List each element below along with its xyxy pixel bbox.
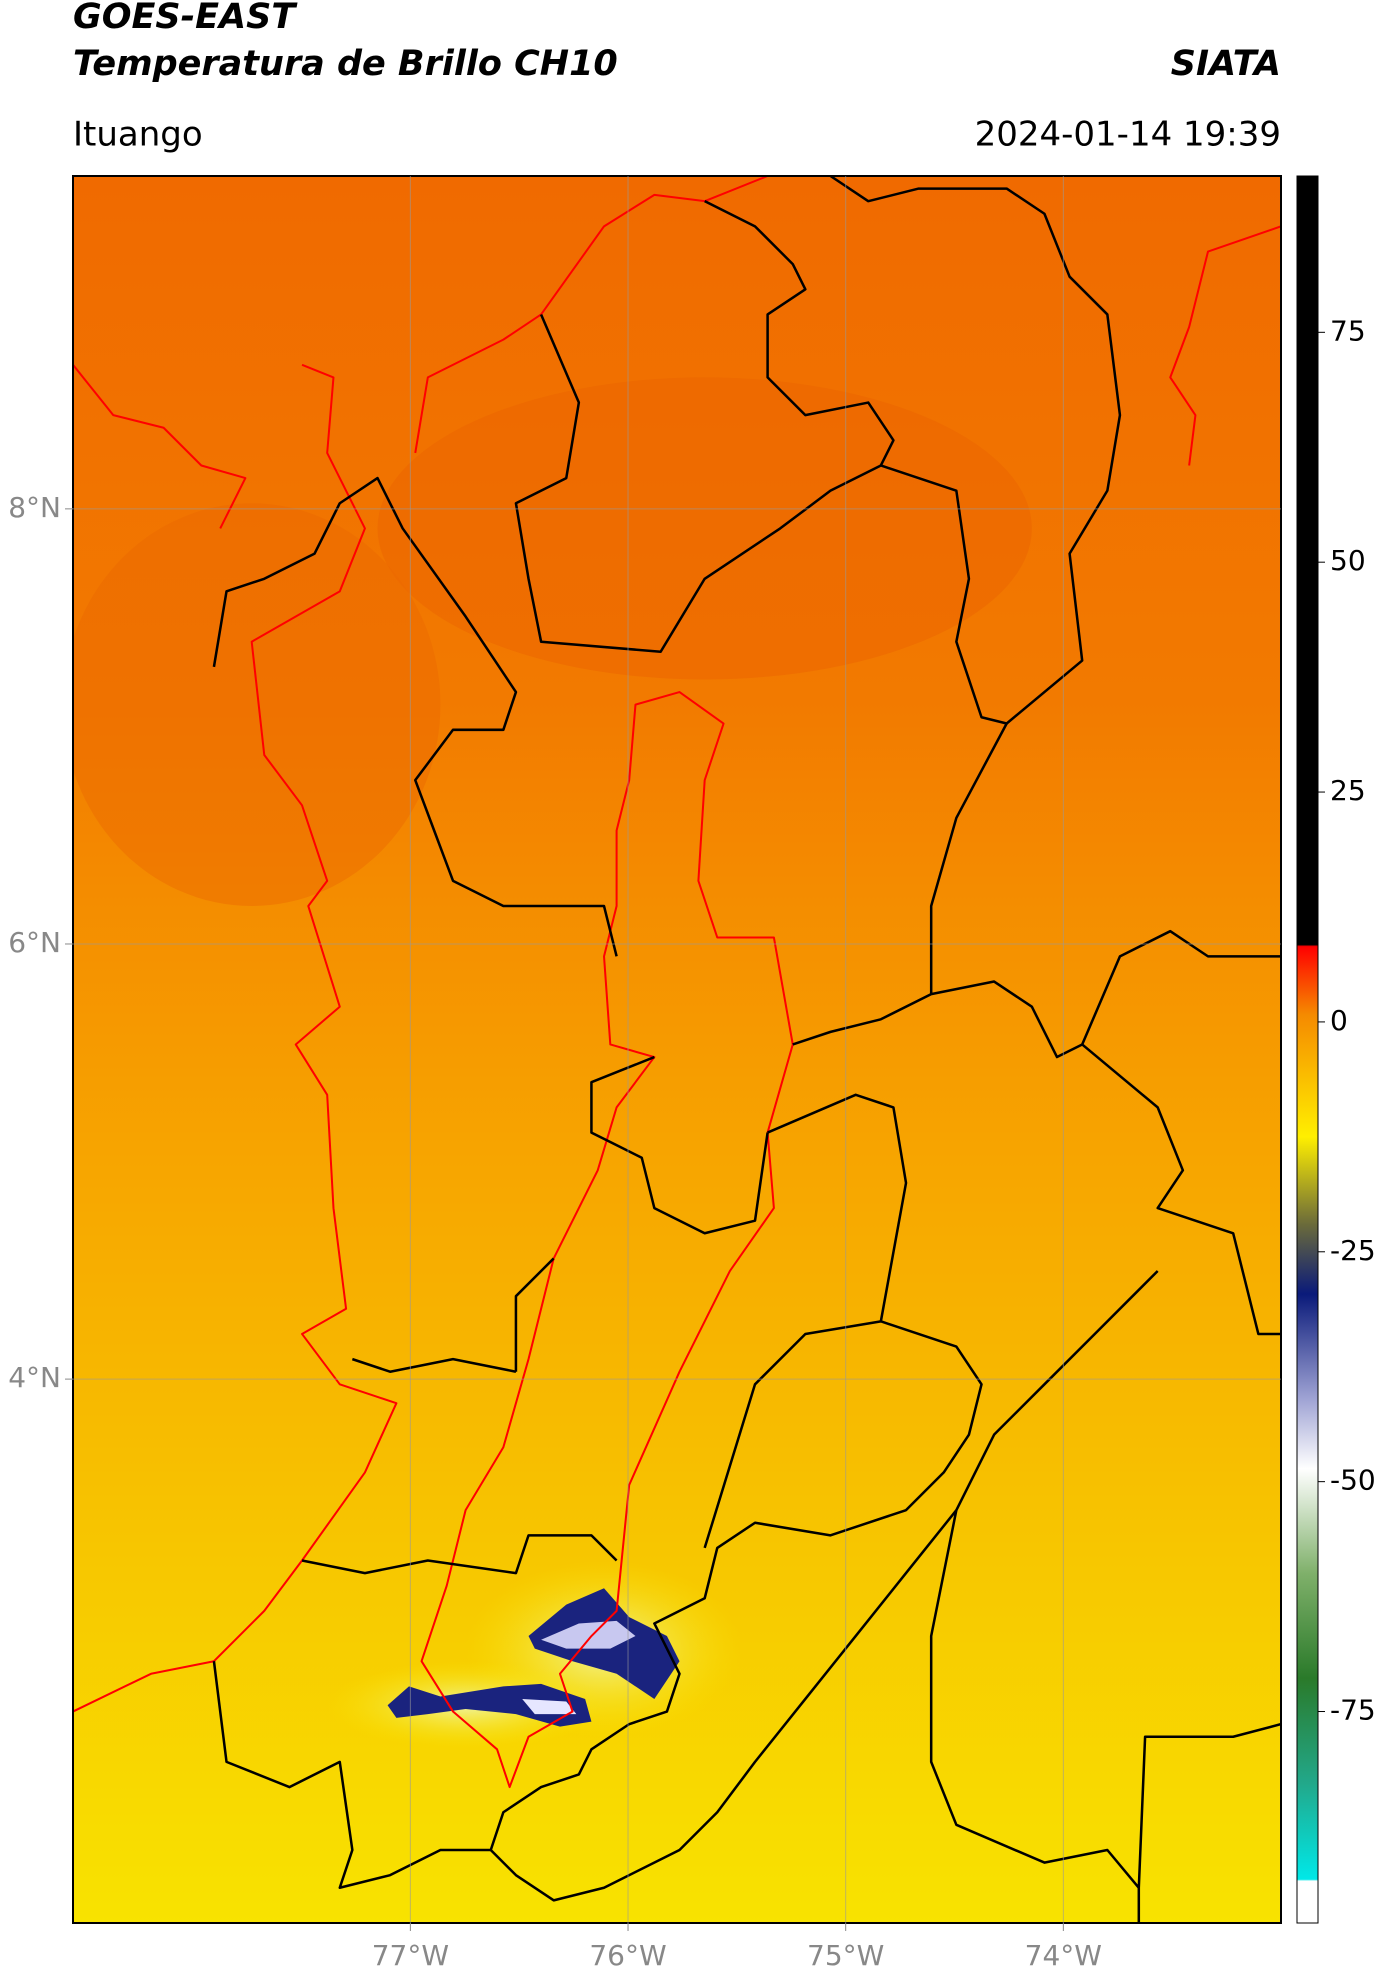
colorbar-label: -75 bbox=[1330, 1694, 1376, 1727]
colorbar-label: 50 bbox=[1330, 544, 1366, 577]
title: GOES-EAST bbox=[73, 0, 298, 37]
lon-label: 76°W bbox=[589, 1939, 666, 1972]
lat-label: 8°N bbox=[8, 491, 61, 524]
map-frame bbox=[72, 175, 1282, 1924]
map bbox=[73, 176, 1281, 1923]
colorbar-label: -25 bbox=[1330, 1234, 1376, 1267]
datetime: 2024-01-14 19:39 bbox=[975, 115, 1281, 155]
lon-label: 74°W bbox=[1025, 1939, 1102, 1972]
colorbar-label: 0 bbox=[1330, 1004, 1348, 1037]
location: Ituango bbox=[73, 115, 203, 155]
lat-label: 4°N bbox=[8, 1361, 61, 1394]
colorbar bbox=[1296, 175, 1319, 1924]
lon-label: 77°W bbox=[372, 1939, 449, 1972]
brand: SIATA bbox=[1171, 44, 1281, 84]
lat-label: 6°N bbox=[8, 926, 61, 959]
colorbar-label: 75 bbox=[1330, 314, 1366, 347]
colorbar-label: -50 bbox=[1330, 1464, 1376, 1497]
lon-label: 75°W bbox=[807, 1939, 884, 1972]
colorbar-label: 25 bbox=[1330, 774, 1366, 807]
subtitle: Temperatura de Brillo CH10 bbox=[73, 44, 618, 84]
